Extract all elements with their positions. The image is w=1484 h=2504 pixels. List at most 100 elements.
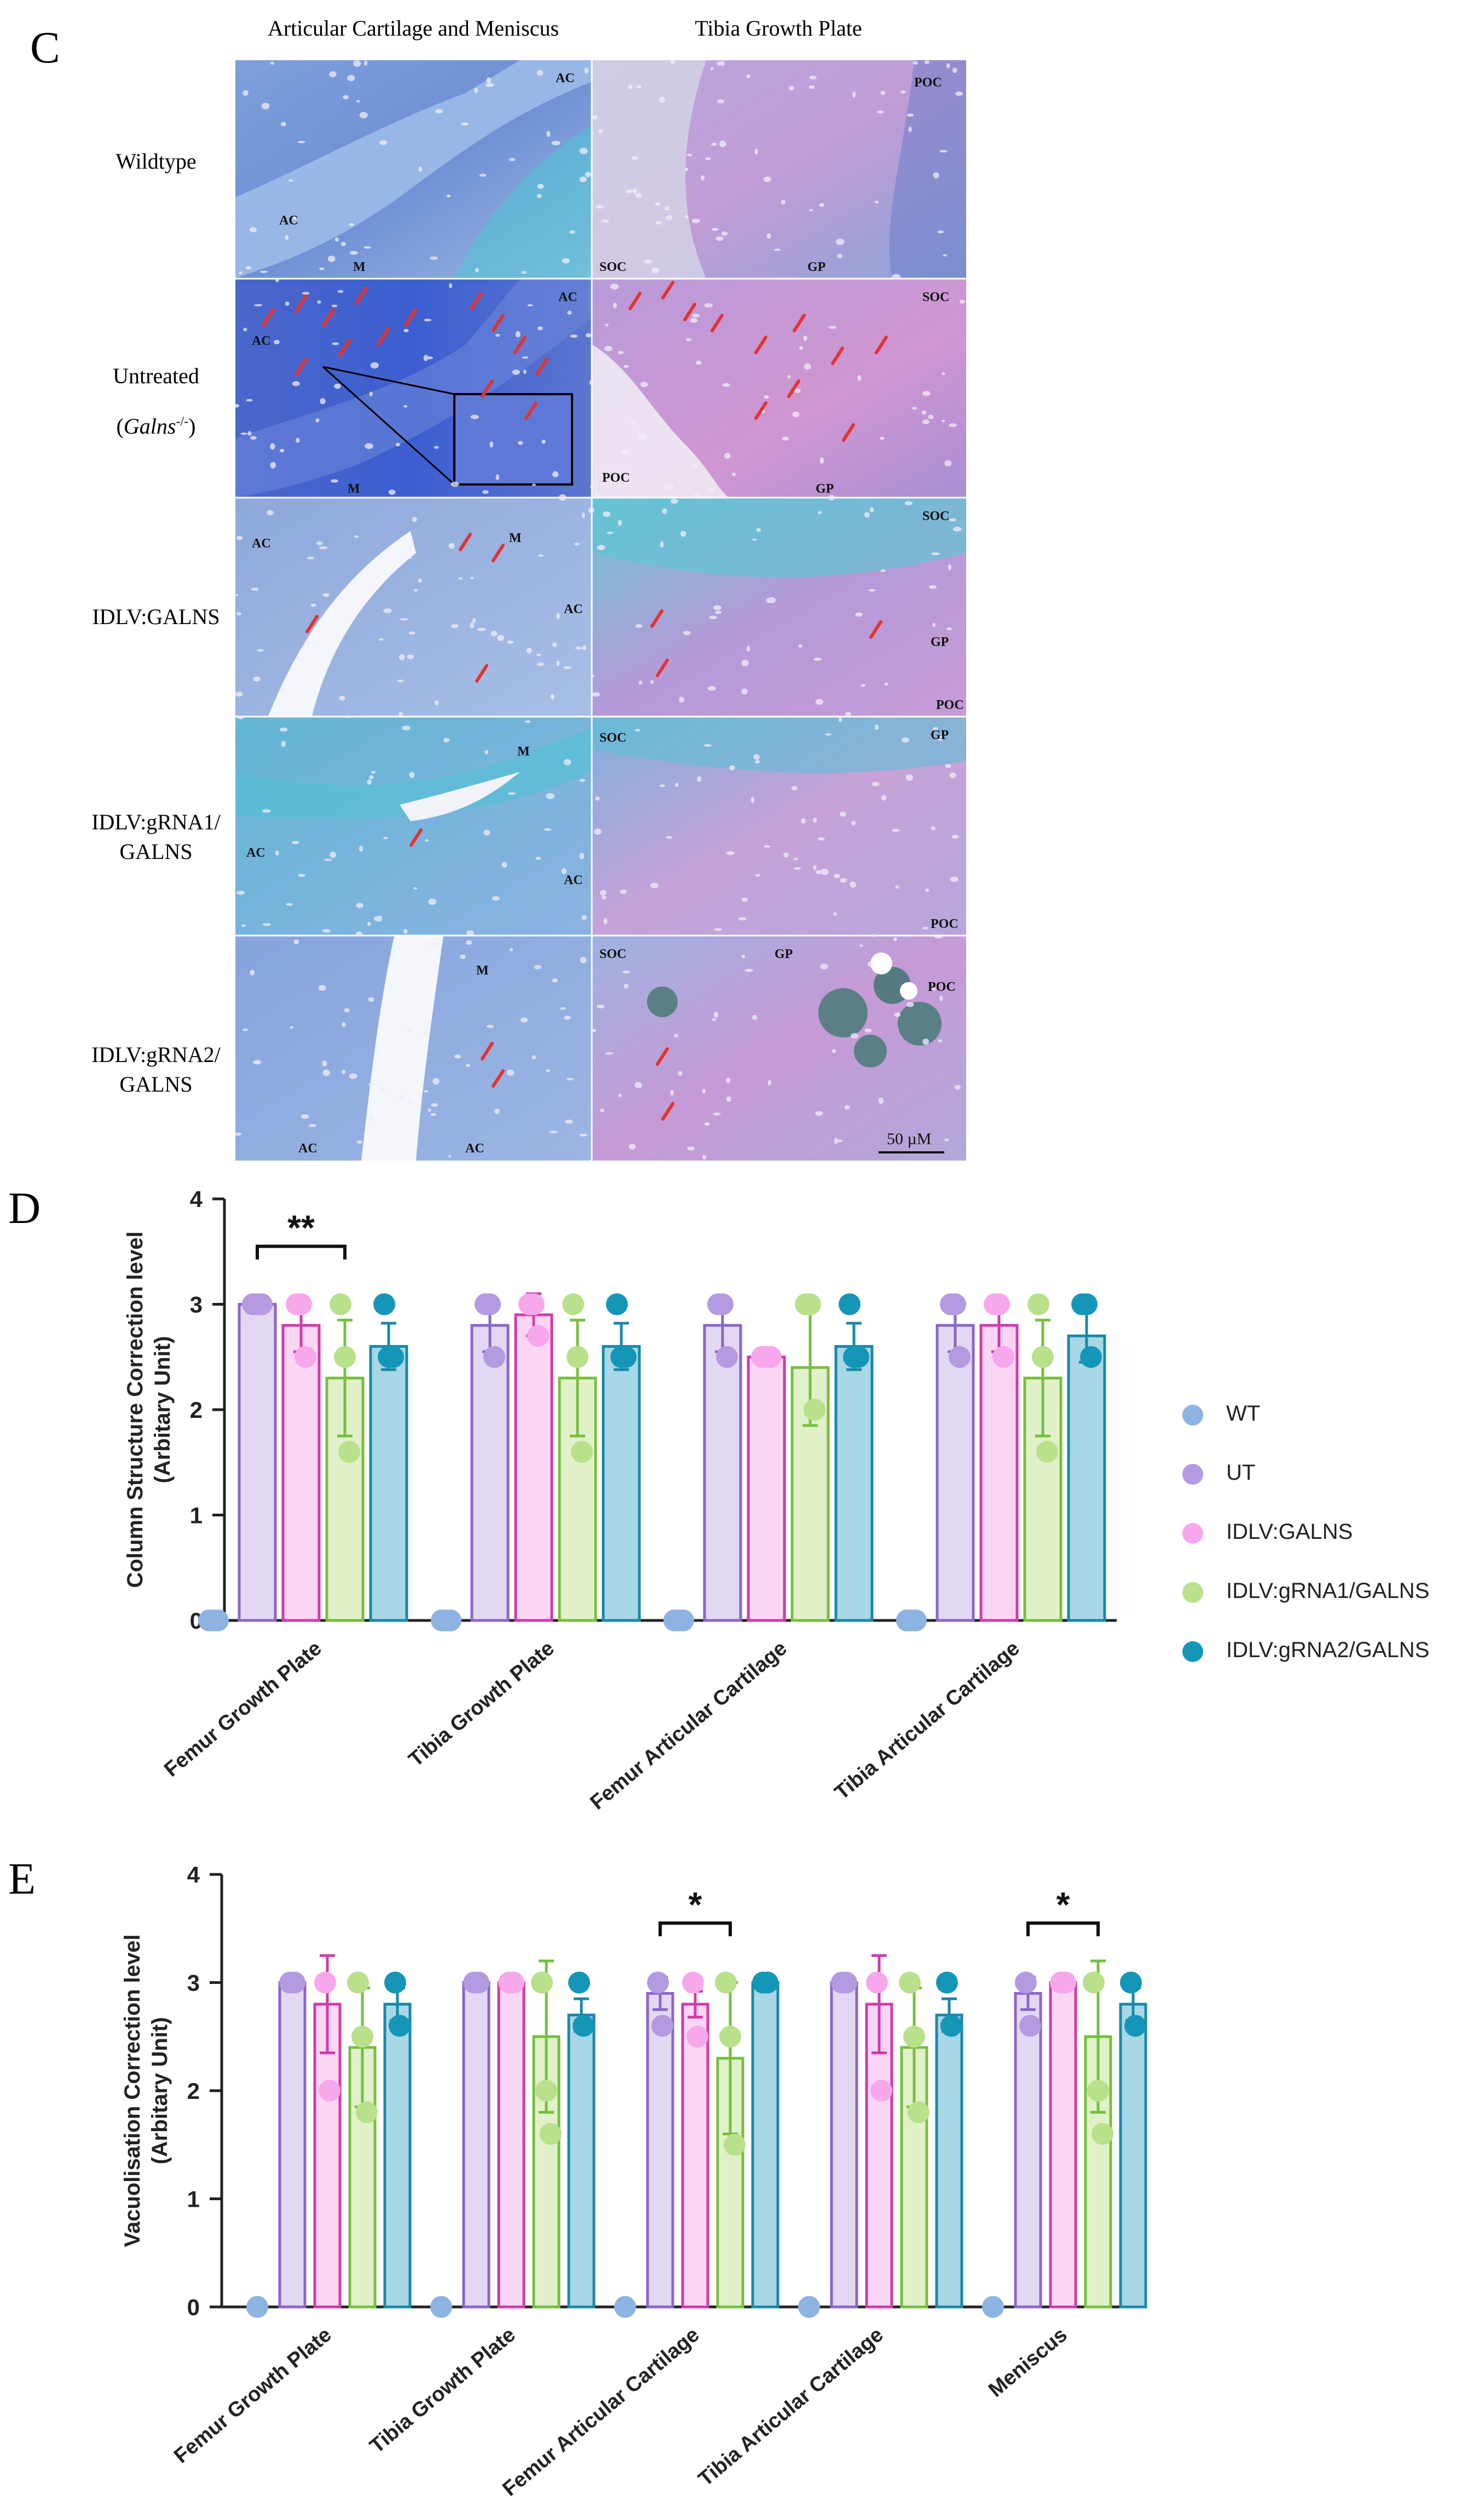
bar-group	[935, 1971, 963, 2309]
cell-lacuna	[495, 333, 500, 337]
cell-lacuna	[636, 84, 642, 89]
cell-lacuna	[707, 686, 716, 691]
cell-lacuna	[318, 985, 326, 991]
cell-lacuna	[367, 921, 371, 926]
cell-lacuna	[628, 84, 633, 90]
cell-lacuna	[959, 299, 965, 304]
data-point	[290, 1293, 312, 1316]
red-arrow	[875, 336, 888, 354]
data-point	[571, 1441, 593, 1463]
cell-lacuna	[470, 622, 474, 628]
cell-lacuna	[243, 327, 247, 332]
legend-label: UT	[1226, 1461, 1256, 1485]
label-ac: AC	[298, 1141, 317, 1156]
cell-lacuna	[536, 70, 544, 76]
cell-lacuna	[344, 1008, 350, 1012]
cell-lacuna	[359, 112, 368, 119]
cell-lacuna	[281, 741, 286, 747]
cell-lacuna	[378, 638, 384, 641]
cell-lacuna	[316, 541, 323, 545]
cell-lacuna	[250, 227, 257, 233]
red-arrow	[492, 314, 505, 332]
row-label-line: IDLV:GALNS	[92, 604, 220, 629]
cell-lacuna	[783, 852, 789, 858]
cell-lacuna	[713, 605, 721, 610]
cell-lacuna	[852, 91, 856, 98]
cell-lacuna	[696, 360, 702, 365]
data-point	[338, 1441, 360, 1463]
red-arrow	[481, 1042, 494, 1060]
cell-lacuna	[356, 931, 363, 937]
cell-lacuna	[451, 624, 459, 628]
cell-lacuna	[339, 696, 345, 701]
cell-lacuna	[877, 110, 884, 114]
data-point	[1015, 1971, 1037, 1994]
data-point	[527, 1325, 549, 1347]
label-ac: AC	[564, 873, 583, 887]
cell-lacuna	[494, 1109, 500, 1114]
cell-lacuna	[356, 1140, 362, 1144]
cell-lacuna	[527, 648, 532, 654]
data-point	[614, 2296, 636, 2318]
cell-lacuna	[949, 423, 957, 428]
y-tick-label: 2	[187, 2078, 200, 2104]
cell-lacuna	[331, 304, 338, 308]
cell-lacuna	[601, 896, 607, 899]
cell-lacuna	[620, 448, 628, 455]
cell-lacuna	[813, 817, 817, 823]
cell-lacuna	[428, 898, 436, 905]
red-arrow	[481, 379, 494, 398]
cell-lacuna	[399, 618, 408, 621]
cell-lacuna	[378, 1086, 385, 1092]
cell-lacuna	[563, 759, 571, 766]
y-axis-label-line: Vacuolisation Correction level	[120, 1934, 145, 2247]
cell-lacuna	[954, 1084, 961, 1090]
cell-lacuna	[293, 216, 297, 220]
cell-lacuna	[724, 453, 731, 459]
cell-lacuna	[763, 176, 771, 182]
data-point	[382, 1346, 404, 1368]
bar	[1049, 1981, 1077, 2309]
cell-lacuna	[477, 627, 486, 631]
cell-lacuna	[525, 720, 531, 723]
cell-lacuna	[631, 420, 636, 426]
label-ac: AC	[465, 1141, 484, 1156]
cell-lacuna	[665, 215, 673, 221]
cell-lacuna	[851, 821, 856, 826]
red-arrow	[754, 336, 767, 354]
cell-lacuna	[262, 809, 271, 813]
data-point	[866, 1971, 888, 1994]
bar-group	[431, 1609, 461, 1631]
cell-lacunae	[235, 60, 965, 1160]
x-tick-label: Tibia Growth Plate	[366, 2323, 520, 2458]
data-point	[295, 1346, 316, 1368]
data-point	[712, 1293, 734, 1316]
cell-lacuna	[286, 903, 293, 906]
bar-group	[430, 2296, 452, 2318]
cell-lacuna	[342, 1022, 346, 1027]
cell-lacuna	[563, 666, 572, 669]
cell-lacuna	[486, 77, 492, 84]
cell-lacuna	[925, 888, 929, 892]
cell-lacuna	[235, 593, 239, 596]
y-tick-label: 4	[190, 1186, 203, 1212]
data-point	[1092, 2123, 1113, 2145]
cell-lacuna	[280, 448, 285, 453]
cell-lacuna	[599, 890, 607, 896]
bar	[278, 1981, 307, 2309]
cell-lacuna	[703, 744, 712, 747]
cell-lacuna	[602, 219, 609, 223]
cell-lacuna	[485, 83, 494, 87]
cell-lacuna	[567, 310, 572, 315]
cell-lacuna	[579, 852, 585, 859]
cell-lacuna	[929, 585, 937, 589]
cell-lacuna	[605, 324, 609, 326]
significance-label: *	[1056, 1885, 1070, 1924]
cell-lacuna	[913, 61, 919, 65]
cell-lacuna	[628, 1144, 636, 1150]
cell-lacuna	[280, 122, 286, 126]
data-point	[760, 1346, 782, 1368]
red-arrow	[295, 295, 308, 313]
cell-lacuna	[521, 271, 527, 274]
cell-lacuna	[874, 724, 879, 730]
